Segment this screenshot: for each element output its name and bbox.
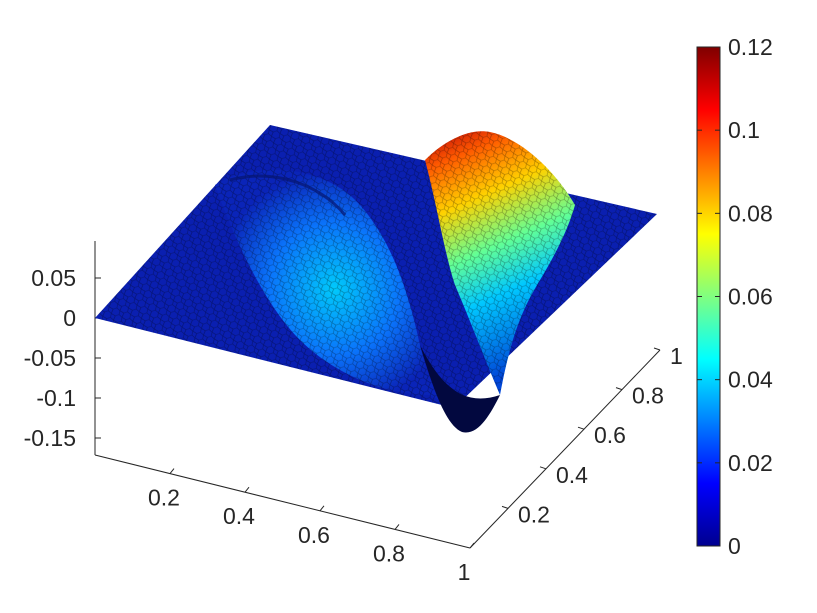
colorbar: 0.12 0.1 0.08 0.06 0.04 0.02 0 [696, 34, 773, 559]
y-tick-label: 0.6 [594, 422, 626, 448]
x-axis-line [94, 454, 471, 549]
x-tick-label: 0.6 [298, 522, 330, 548]
axes-3d: 0.050-0.05-0.1-0.15 0.20.40.60.81 0.20.4… [24, 241, 683, 585]
y-tick-label: 0.8 [632, 383, 664, 409]
x-tick-label: 0.2 [148, 485, 180, 511]
x-tick-mark [394, 524, 400, 530]
colorbar-tick-label: 0.1 [728, 117, 760, 143]
x-tick-mark [169, 468, 175, 474]
colorbar-tick-label: 0.06 [728, 284, 773, 310]
ridge-hill-mesh [425, 131, 575, 396]
x-ticks: 0.2 0.4 0.6 0.8 1 [148, 468, 475, 585]
y-tick-mark [577, 426, 585, 430]
colorbar-tick-label: 0.08 [728, 200, 773, 226]
z-tick-label: 0 [63, 305, 76, 331]
y-tick-mark [615, 387, 623, 391]
z-tick-label: -0.05 [24, 345, 76, 371]
y-tick-label: 0.2 [518, 501, 550, 527]
x-tick-label: 1 [458, 559, 471, 585]
z-ticks: 0.05 0 -0.05 -0.1 -0.15 [24, 265, 101, 451]
y-tick-label: 0.4 [556, 462, 588, 488]
colorbar-tick-label: 0 [728, 533, 741, 559]
x-tick-mark [319, 505, 325, 512]
arc-hill-shadow [229, 174, 347, 216]
z-tick-label: -0.1 [36, 385, 76, 411]
y-tick-mark [653, 347, 661, 351]
x-tick-mark [244, 486, 250, 493]
x-tick-label: 0.4 [223, 503, 255, 529]
y-tick-mark [501, 505, 509, 509]
z-tick-label: -0.15 [24, 425, 76, 451]
y-tick-mark [539, 466, 547, 470]
colorbar-tick-label: 0.02 [728, 450, 773, 476]
arc-hill-mesh [215, 169, 454, 408]
colorbar-tick-label: 0.12 [728, 34, 773, 60]
trough [420, 345, 500, 433]
colorbar-tick-label: 0.04 [728, 367, 773, 393]
colorbar-ticks: 0.12 0.1 0.08 0.06 0.04 0.02 0 [697, 34, 773, 559]
surface-plot [95, 125, 657, 433]
x-tick-label: 0.8 [373, 540, 405, 566]
z-tick-label: 0.05 [31, 265, 76, 291]
y-tick-label: 1 [670, 343, 683, 369]
y-ticks: 0.20.40.60.81 [501, 343, 683, 527]
y-axis-line [469, 349, 661, 549]
x-tick-mark [469, 542, 475, 549]
